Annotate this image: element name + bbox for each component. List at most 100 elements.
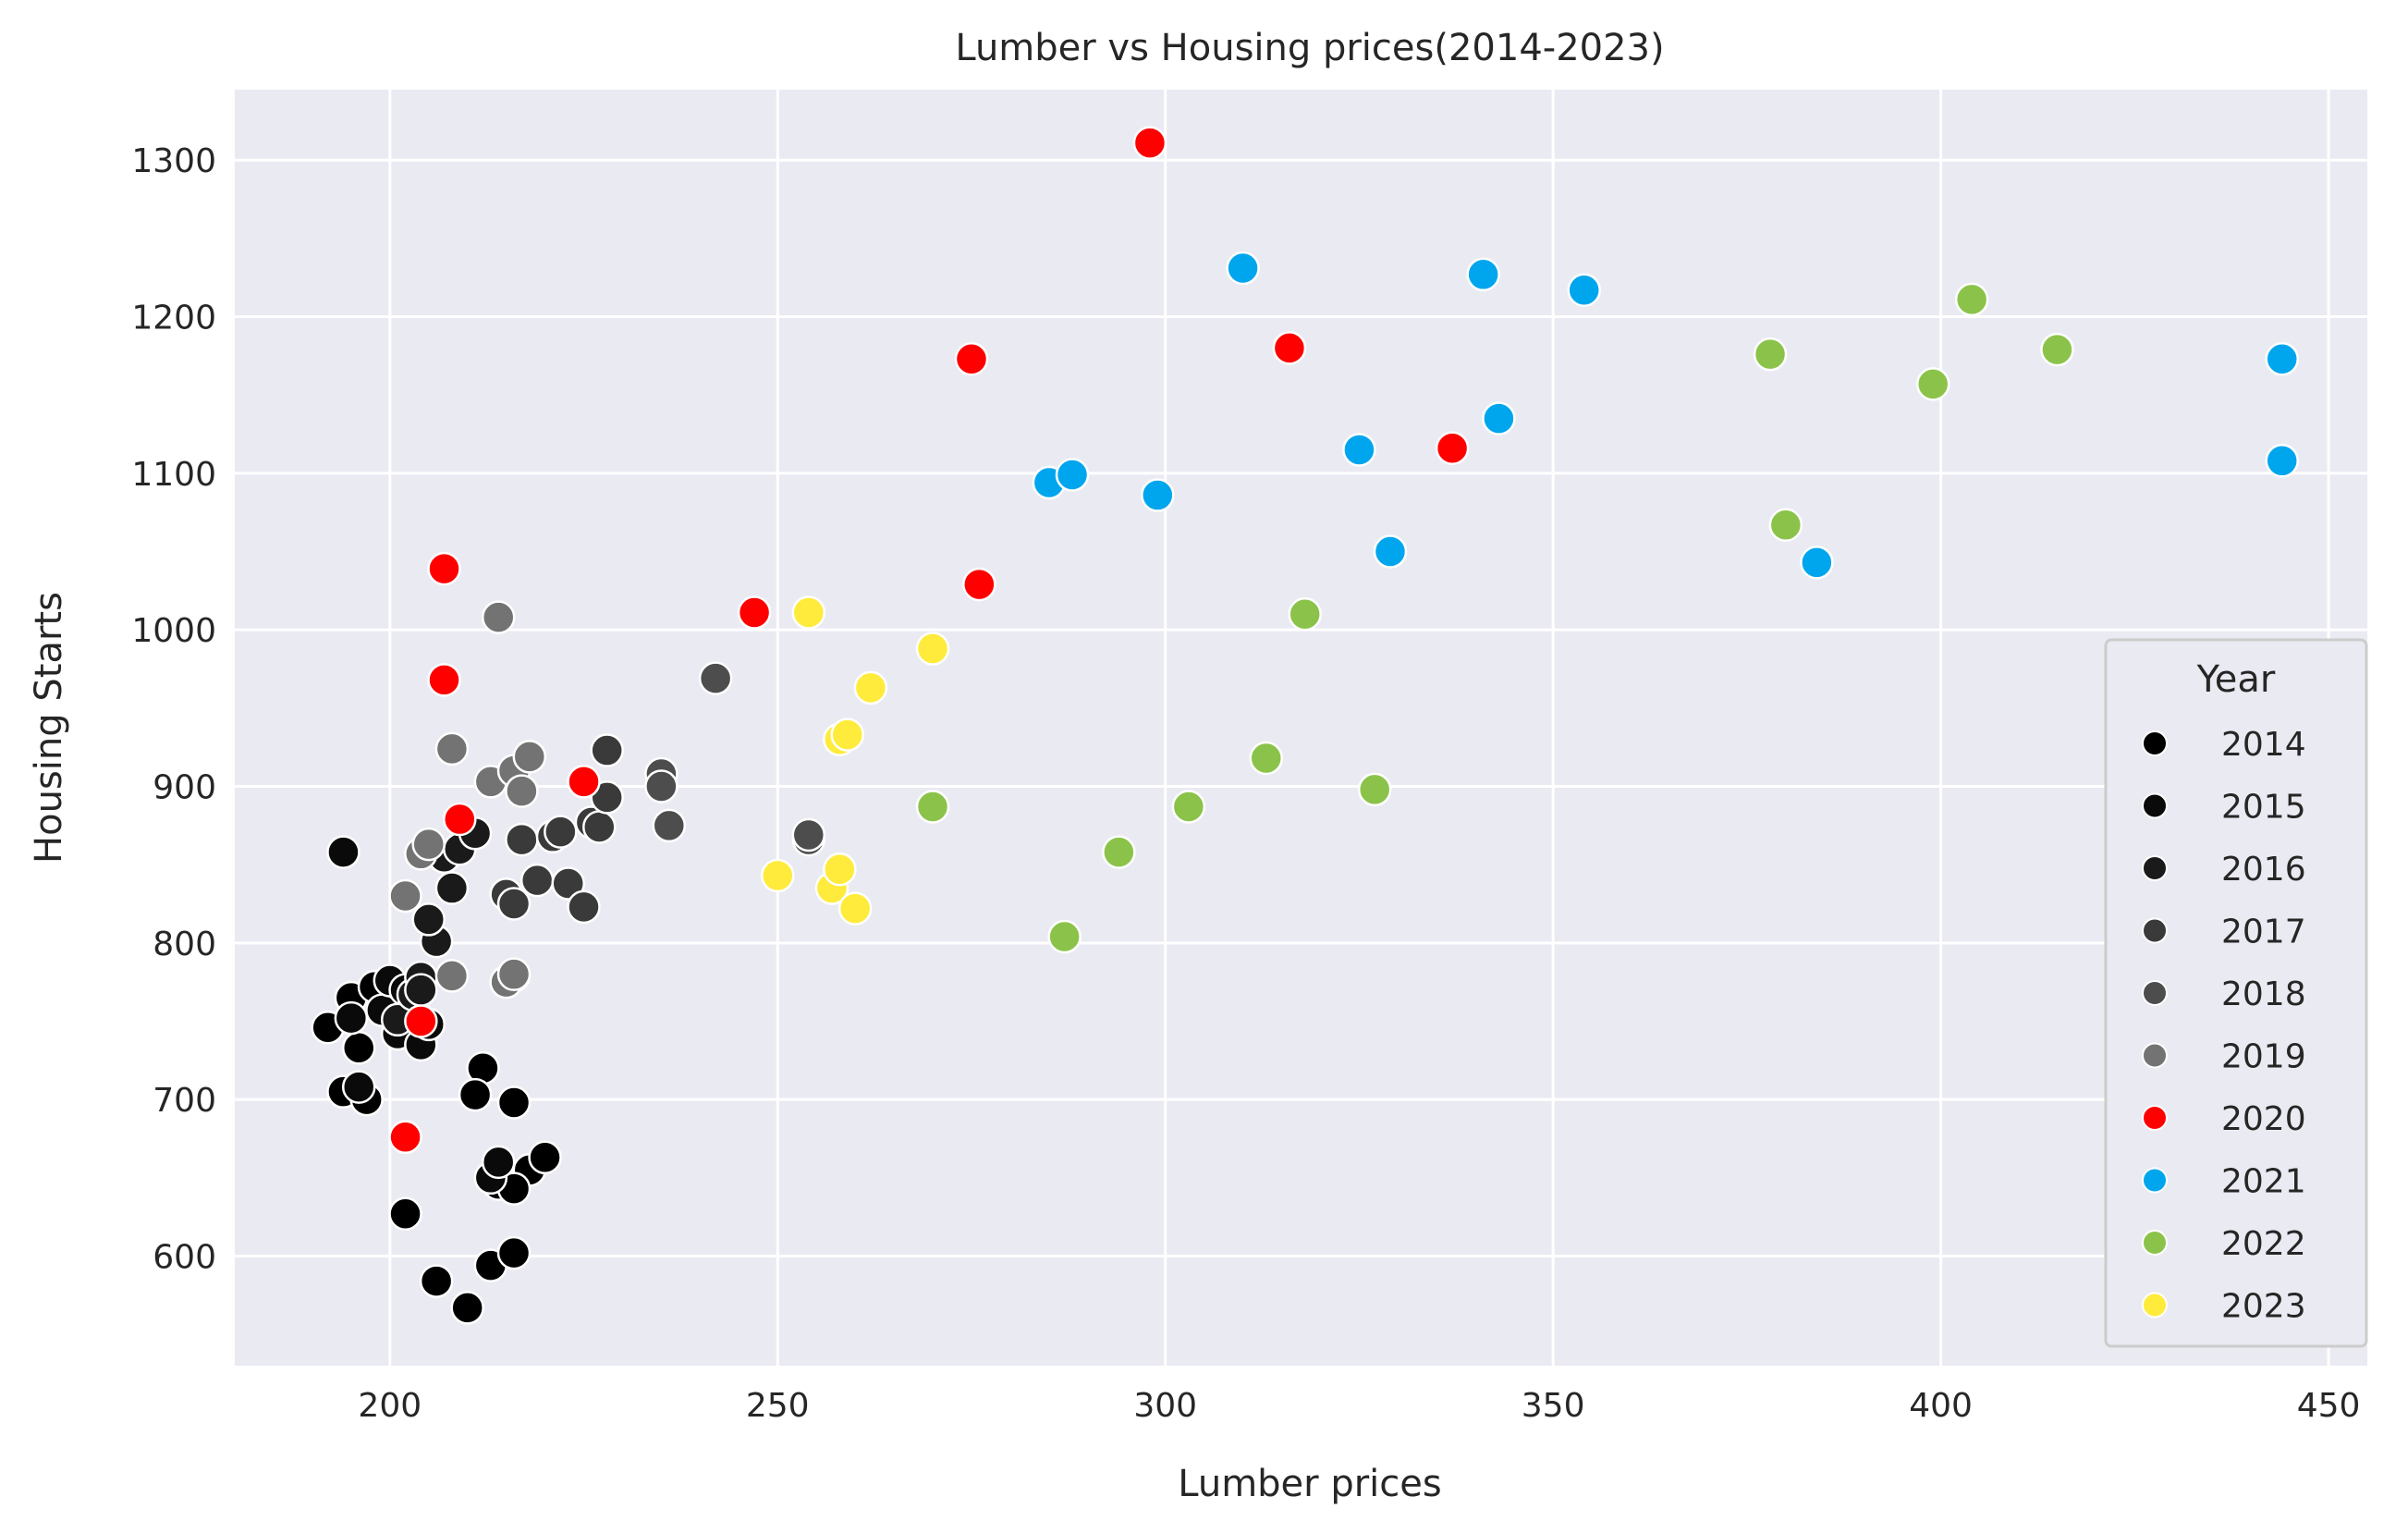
data-point	[1373, 534, 1408, 569]
data-point	[1567, 273, 1601, 307]
legend-item-2018: 2018	[2142, 975, 2306, 1013]
data-point	[582, 810, 617, 844]
data-point	[644, 769, 678, 803]
x-tick-label: 300	[1133, 1387, 1197, 1425]
data-point	[1466, 257, 1500, 292]
data-point	[334, 1000, 369, 1036]
legend-marker	[2142, 1230, 2168, 1256]
data-point	[1753, 337, 1788, 372]
data-point	[496, 1235, 532, 1270]
data-point	[1768, 508, 1803, 542]
legend-item-2023: 2023	[2142, 1288, 2306, 1326]
data-point	[1047, 919, 1082, 954]
data-point	[823, 852, 857, 887]
x-tick-label: 200	[358, 1387, 422, 1425]
data-point	[458, 1077, 493, 1112]
data-point	[567, 765, 601, 799]
x-tick-label: 400	[1909, 1387, 1973, 1425]
legend-label: 2019	[2221, 1038, 2306, 1076]
legend-item-2014: 2014	[2142, 726, 2306, 764]
data-point	[1141, 478, 1175, 512]
x-tick-label: 450	[2297, 1387, 2361, 1425]
data-points	[311, 126, 2299, 1325]
data-point	[496, 957, 532, 991]
data-point	[388, 1120, 422, 1155]
legend-label: 2020	[2221, 1100, 2306, 1138]
data-point	[1272, 331, 1307, 365]
y-tick-label: 1100	[131, 456, 216, 494]
data-point	[496, 887, 532, 921]
data-point	[1102, 835, 1136, 869]
data-point	[1249, 741, 1283, 776]
data-point	[1435, 431, 1470, 466]
series-2020	[388, 126, 1470, 1155]
data-point	[1915, 367, 1950, 401]
data-point	[404, 973, 438, 1007]
data-point	[411, 827, 446, 862]
data-point	[590, 733, 624, 767]
data-point	[1800, 546, 1834, 580]
data-point	[2265, 341, 2299, 376]
data-point	[450, 1291, 484, 1325]
data-point	[791, 595, 826, 630]
data-point	[1482, 401, 1516, 435]
legend-item-2015: 2015	[2142, 789, 2306, 827]
data-point	[791, 817, 826, 852]
data-point	[528, 1140, 562, 1175]
legend-marker	[2142, 980, 2168, 1006]
y-tick-label: 800	[153, 926, 216, 963]
data-point	[411, 902, 446, 937]
series-2023	[760, 595, 950, 926]
data-point	[388, 878, 422, 914]
chart-title: Lumber vs Housing prices(2014-2023)	[955, 27, 1664, 69]
data-point	[544, 815, 578, 849]
data-point	[915, 632, 950, 666]
data-point	[427, 551, 461, 586]
data-point	[481, 1145, 516, 1180]
legend-item-2021: 2021	[2142, 1163, 2306, 1201]
data-point	[737, 595, 772, 630]
y-tick-label: 1300	[131, 142, 216, 180]
legend-title: Year	[2196, 658, 2276, 701]
data-point	[419, 1264, 454, 1298]
y-tick-label: 1200	[131, 300, 216, 337]
data-point	[2040, 332, 2074, 367]
legend-marker	[2142, 1042, 2168, 1069]
data-point	[551, 866, 585, 901]
x-tick-label: 250	[746, 1387, 810, 1425]
legend-marker	[2142, 730, 2168, 756]
legend-label: 2022	[2221, 1225, 2306, 1263]
data-point	[519, 863, 555, 898]
series-2019	[388, 600, 547, 1000]
data-point	[1132, 126, 1167, 160]
data-point	[915, 790, 950, 824]
data-point	[1342, 433, 1376, 467]
y-tick-label: 700	[153, 1082, 216, 1120]
data-point	[434, 959, 470, 993]
x-axis-label: Lumber prices	[1178, 1463, 1441, 1505]
legend-label: 2015	[2221, 789, 2306, 827]
data-point	[481, 600, 516, 634]
legend-frame	[2104, 638, 2368, 1348]
legend-item-2020: 2020	[2142, 1100, 2306, 1138]
data-point	[388, 1196, 422, 1232]
data-point	[1357, 772, 1392, 807]
y-tick-labels: 600 700 800 900 1000 1100 1200 1300	[131, 142, 216, 1276]
data-point	[837, 891, 873, 926]
legend-label: 2014	[2221, 726, 2306, 764]
data-point	[434, 871, 470, 905]
y-tick-label: 1000	[131, 612, 216, 650]
data-point	[505, 774, 539, 808]
data-point	[1055, 458, 1090, 492]
data-point	[1171, 790, 1206, 824]
series-2022	[915, 282, 2074, 954]
legend-marker	[2142, 855, 2168, 881]
legend: Year 2014 2015 2016 2017 2018 2019 2020 2021 202…	[2104, 638, 2368, 1348]
data-point	[760, 858, 795, 893]
data-point	[404, 1004, 438, 1038]
y-axis-label: Housing Starts	[28, 592, 70, 864]
x-tick-labels: 200 250 300 350 400 450	[358, 1387, 2360, 1425]
legend-label: 2021	[2221, 1163, 2306, 1201]
legend-label: 2023	[2221, 1288, 2306, 1326]
